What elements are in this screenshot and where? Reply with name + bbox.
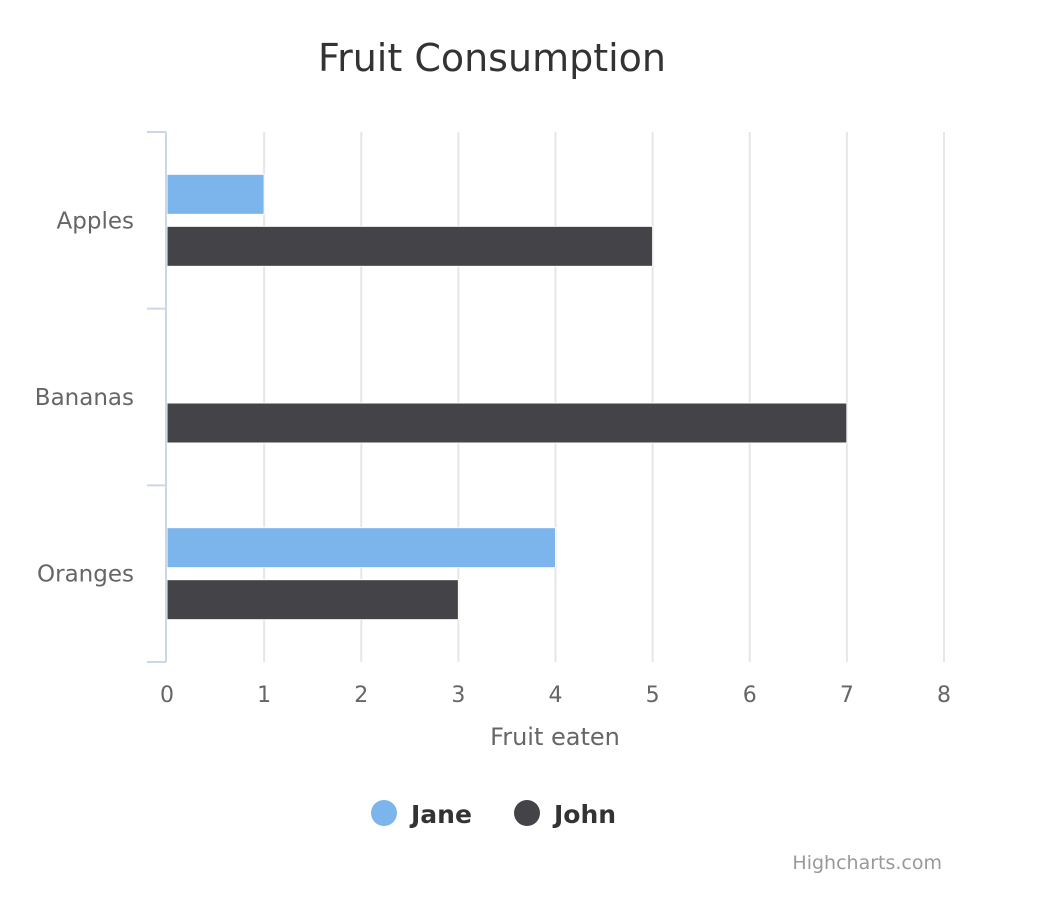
value-tick-label: 6 [743, 683, 757, 708]
bar-john-apples[interactable] [166, 225, 654, 267]
legend-item-john[interactable]: John [514, 800, 616, 829]
chart-title: Fruit Consumption [318, 36, 666, 80]
value-tick-label: 7 [840, 683, 854, 708]
category-label: Apples [57, 208, 134, 234]
credits-link[interactable]: Highcharts.com [792, 852, 942, 874]
legend: Jane John [371, 800, 616, 829]
legend-label: John [552, 800, 616, 829]
category-axis: Apples Bananas Oranges [35, 131, 167, 663]
value-tick-label: 4 [549, 683, 563, 708]
value-tick-label: 2 [354, 683, 368, 708]
x-axis-title: Fruit eaten [490, 723, 620, 751]
bar-john-oranges[interactable] [166, 579, 459, 621]
category-label: Bananas [35, 385, 134, 411]
value-tick-label: 8 [937, 683, 951, 708]
legend-marker [514, 800, 540, 826]
category-label: Oranges [37, 562, 134, 588]
legend-marker [371, 800, 397, 826]
legend-item-jane[interactable]: Jane [371, 800, 472, 829]
bar-jane-oranges[interactable] [166, 527, 556, 569]
value-tick-label: 3 [451, 683, 465, 708]
legend-label: Jane [409, 800, 472, 829]
value-tick-label: 0 [160, 683, 174, 708]
bar-jane-apples[interactable] [166, 173, 265, 215]
value-axis-ticks: 0 1 2 3 4 5 6 7 8 [160, 683, 951, 708]
bar-john-bananas[interactable] [166, 402, 848, 444]
value-tick-label: 5 [646, 683, 660, 708]
bars [166, 173, 848, 621]
value-tick-label: 1 [257, 683, 271, 708]
grid-lines [263, 132, 945, 662]
